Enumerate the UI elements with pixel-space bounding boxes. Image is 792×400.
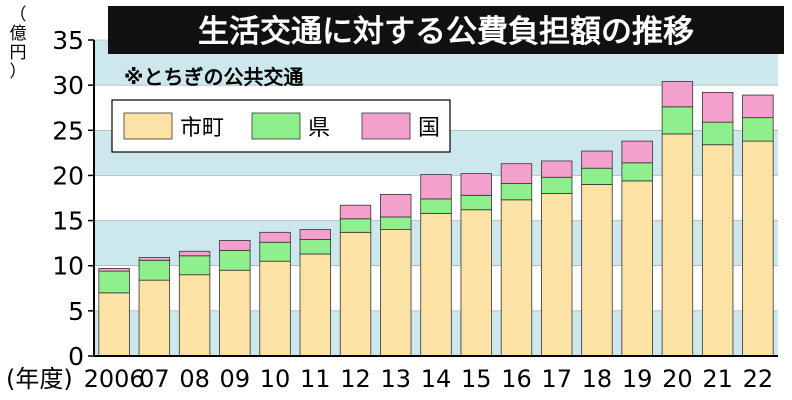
bar-segment-national	[460, 173, 492, 196]
x-tick-label: 16	[501, 365, 532, 393]
bar-segment-national	[420, 174, 452, 200]
bar-segment-national	[661, 81, 694, 108]
bar-segment-national	[259, 231, 291, 243]
x-tick-label: 12	[340, 365, 371, 393]
bar-segment-national	[380, 193, 412, 218]
bar-segment-prefecture	[541, 176, 573, 194]
bar-segment-prefecture	[219, 249, 251, 271]
y-tick-label: 5	[68, 297, 84, 326]
legend-label: 市町	[180, 116, 224, 141]
bar-segment-prefecture	[98, 270, 130, 294]
title-bar: 生活交通に対する公費負担額の推移	[108, 6, 784, 54]
bar-segment-municipal	[742, 140, 774, 357]
bar-segment-municipal	[661, 133, 694, 357]
y-tick-label: 15	[52, 207, 84, 236]
y-tick-label: 0	[68, 342, 84, 371]
bars	[98, 81, 774, 357]
x-tick-label: 22	[743, 365, 774, 393]
bar-segment-municipal	[541, 193, 573, 357]
bar-segment-municipal	[219, 269, 251, 357]
bar-segment-prefecture	[259, 241, 291, 262]
bar-segment-prefecture	[621, 162, 653, 182]
x-tick-label: 19	[622, 365, 653, 393]
y-tick-label: 30	[52, 71, 84, 100]
bar-segment-national	[138, 257, 171, 261]
bar-segment-national	[219, 240, 251, 251]
bar-segment-national	[621, 140, 653, 164]
bar-segment-prefecture	[500, 183, 533, 201]
bar-segment-prefecture	[339, 218, 372, 233]
x-axis-label: (年度)	[6, 365, 73, 393]
bar-segment-prefecture	[661, 106, 694, 135]
x-tick-label: 15	[461, 365, 492, 393]
bar-segment-national	[742, 94, 774, 119]
bar-segment-national	[299, 229, 331, 240]
x-tick-label: 13	[380, 365, 411, 393]
chart-subtitle: ※とちぎの公共交通	[124, 65, 303, 89]
x-tick-label: 10	[260, 365, 291, 393]
bar-segment-prefecture	[460, 194, 492, 211]
bar-segment-municipal	[621, 180, 653, 357]
bar-segment-prefecture	[138, 259, 171, 281]
bar-segment-national	[500, 163, 533, 184]
y-tick-label: 10	[52, 252, 84, 281]
bar-segment-national	[701, 91, 734, 123]
x-tick-label: 2006	[84, 365, 145, 393]
x-tick-label: 20	[662, 365, 693, 393]
bar-segment-prefecture	[742, 117, 774, 142]
bar-segment-national	[98, 268, 130, 272]
bar-segment-prefecture	[178, 255, 211, 276]
y-axis-label: （億円）	[10, 5, 27, 82]
bar-segment-prefecture	[701, 121, 734, 146]
chart-title: 生活交通に対する公費負担額の推移	[198, 14, 694, 50]
bar-segment-prefecture	[420, 198, 452, 214]
x-tick-label: 14	[421, 365, 452, 393]
legend-swatch	[251, 112, 301, 140]
bar-segment-national	[339, 204, 372, 220]
x-tick-label: 18	[582, 365, 613, 393]
bar-segment-prefecture	[299, 239, 331, 255]
bar-segment-municipal	[460, 209, 492, 357]
bar-segment-municipal	[581, 184, 613, 357]
bar-segment-municipal	[299, 253, 331, 357]
bar-segment-prefecture	[380, 216, 412, 231]
x-tick-label: 11	[300, 365, 331, 393]
x-tick-label: 21	[702, 365, 733, 393]
bar-segment-municipal	[380, 229, 412, 357]
bar-segment-municipal	[500, 199, 533, 357]
y-tick-label: 25	[52, 116, 84, 145]
bar-segment-municipal	[178, 274, 211, 357]
x-tick-label: 08	[179, 365, 210, 393]
bar-segment-national	[581, 150, 613, 169]
bar-segment-municipal	[339, 231, 372, 357]
bar-segment-municipal	[259, 260, 291, 357]
bar-segment-prefecture	[581, 167, 613, 185]
bar-segment-municipal	[420, 212, 452, 357]
bar-segment-national	[541, 160, 573, 178]
bar-segment-municipal	[138, 279, 171, 357]
x-tick-label: 09	[220, 365, 251, 393]
x-tick-label: 17	[541, 365, 572, 393]
y-tick-label: 35	[52, 26, 84, 55]
bar-segment-national	[178, 250, 211, 257]
legend-label: 県	[308, 116, 330, 141]
y-tick-label: 20	[52, 161, 84, 190]
legend: 市町 県 国	[111, 99, 451, 153]
legend-label: 国	[418, 116, 440, 141]
bar-segment-municipal	[701, 144, 734, 357]
legend-swatch	[361, 112, 411, 140]
x-tick-label: 07	[139, 365, 170, 393]
bar-segment-municipal	[98, 292, 130, 357]
legend-swatch	[123, 112, 173, 140]
